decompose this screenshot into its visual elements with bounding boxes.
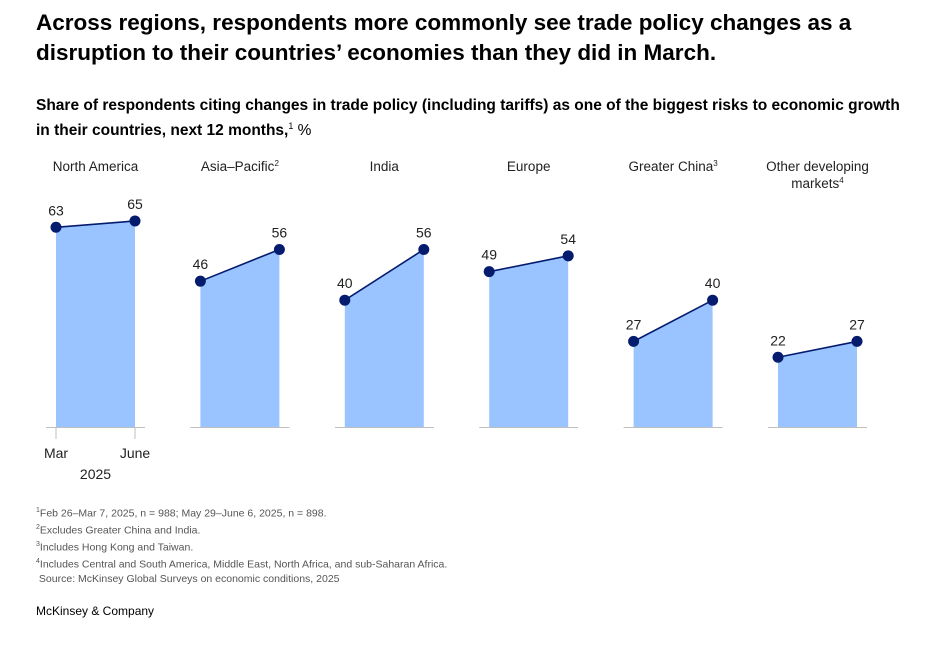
data-label-mar-greater-china: 27: [626, 316, 642, 332]
data-label-mar-india: 40: [337, 275, 353, 291]
area-india: [344, 249, 424, 427]
source-note: Source: McKinsey Global Surveys on econo…: [38, 573, 340, 585]
area-other-developing-markets: [778, 341, 857, 427]
data-label-june-europe: 54: [560, 231, 576, 247]
data-label-mar-other-developing-markets: 22: [770, 332, 786, 348]
region-label-asia-pacific: Asia–Pacific2: [201, 159, 280, 174]
series-line-greater-china: [633, 299, 713, 343]
x-tick-label-june: June: [120, 445, 151, 461]
data-label-june-other-developing-markets: 27: [849, 316, 865, 332]
subtitle-unit: %: [293, 122, 312, 140]
footnote-4: 4Includes Central and South America, Mid…: [36, 558, 448, 571]
series-line-other-developing-markets: [777, 340, 858, 359]
data-label-june-india: 56: [416, 224, 432, 240]
footnote-2: 2Excludes Greater China and India.: [36, 524, 201, 537]
data-label-june-greater-china: 40: [705, 275, 721, 291]
point-june-greater-china: [707, 294, 719, 306]
data-label-mar-north-america: 63: [48, 202, 64, 218]
point-mar-asia-pacific: [194, 275, 206, 287]
area-north-america: [56, 220, 135, 427]
point-mar-europe: [483, 266, 495, 278]
point-june-north-america: [129, 215, 141, 227]
chart-subtitle: Share of respondents citing changes in t…: [36, 96, 916, 141]
series-line-asia-pacific: [200, 248, 280, 282]
point-june-other-developing-markets: [851, 335, 863, 347]
series-line-europe: [489, 255, 569, 273]
region-label-greater-china: Greater China3: [628, 159, 718, 174]
region-label-europe: Europe: [507, 159, 551, 174]
footnote-1: 1Feb 26–Mar 7, 2025, n = 988; May 29–Jun…: [36, 507, 327, 520]
x-group-label-year: 2025: [80, 466, 111, 482]
data-label-june-asia-pacific: 56: [272, 224, 288, 240]
headline: Across regions, respondents more commonl…: [36, 10, 852, 65]
series-line-north-america: [55, 220, 136, 229]
x-tick-label-mar: Mar: [44, 445, 68, 461]
footnotes: 1Feb 26–Mar 7, 2025, n = 988; May 29–Jun…: [36, 504, 736, 587]
region-label-north-america: North America: [53, 159, 139, 174]
data-label-mar-europe: 49: [481, 247, 497, 263]
footnote-3: 3Includes Hong Kong and Taiwan.: [36, 541, 194, 554]
subtitle-text: Share of respondents citing changes in t…: [36, 97, 900, 140]
regional-area-chart: North America 63 65 Mar June 2025 Asia–Pacific…: [44, 159, 869, 482]
point-june-india: [418, 243, 430, 255]
point-june-europe: [562, 250, 574, 262]
area-greater-china: [633, 300, 713, 427]
area-europe: [489, 255, 569, 427]
brand-logo-text: McKinsey & Company: [36, 604, 155, 618]
data-label-mar-asia-pacific: 46: [193, 256, 209, 272]
region-label-other-developing-markets: Other developing markets4: [766, 159, 869, 191]
region-label-india: India: [370, 159, 400, 174]
area-asia-pacific: [200, 249, 280, 427]
point-mar-india: [339, 294, 351, 306]
series-line-india: [344, 248, 425, 301]
data-label-june-north-america: 65: [127, 196, 143, 212]
point-mar-other-developing-markets: [772, 351, 784, 363]
subtitle-note-ref: 1: [288, 121, 294, 131]
point-june-asia-pacific: [273, 243, 285, 255]
point-mar-north-america: [50, 221, 62, 233]
point-mar-greater-china: [628, 335, 640, 347]
